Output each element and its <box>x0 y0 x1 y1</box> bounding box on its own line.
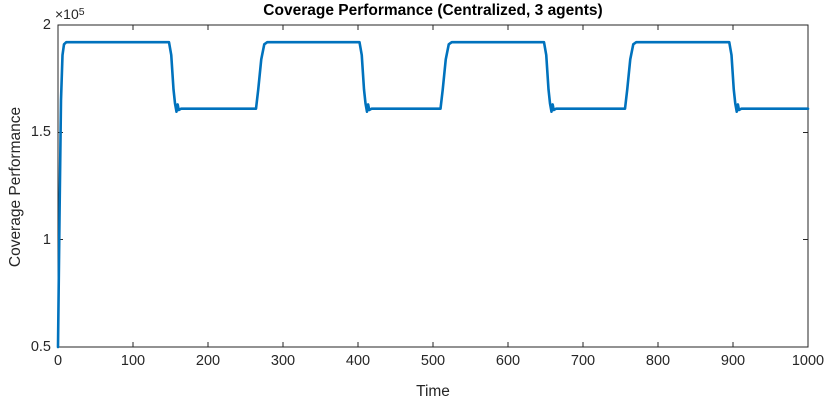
x-tick-label: 1000 <box>791 353 825 369</box>
x-tick-label: 900 <box>720 353 746 369</box>
y-tick-label: 2 <box>42 17 51 33</box>
x-tick-label: 400 <box>345 353 371 369</box>
plot-box <box>57 24 809 348</box>
y-axis-label: Coverage Performance <box>7 106 24 268</box>
x-tick-label: 100 <box>120 353 146 369</box>
x-tick-label: 200 <box>195 353 221 369</box>
x-axis-label: Time <box>416 383 450 400</box>
series-line <box>56 40 810 349</box>
x-tick-label: 0 <box>53 353 63 369</box>
y-axis-exponent-power: 5 <box>78 6 85 18</box>
x-tick-label: 500 <box>420 353 446 369</box>
y-axis-exponent-base: ×10 <box>55 6 79 22</box>
x-tick-label: 700 <box>570 353 596 369</box>
y-tick-label: 1 <box>42 231 51 248</box>
x-tick-label: 300 <box>270 353 296 369</box>
x-tick-label: 600 <box>495 353 521 369</box>
y-axis-exponent: ×105 <box>55 6 85 22</box>
y-tick-label: 0.5 <box>30 339 51 355</box>
x-tick-label: 800 <box>645 353 671 369</box>
chart-title: Coverage Performance (Centralized, 3 age… <box>263 2 603 19</box>
y-tick-label: 1.5 <box>30 124 51 141</box>
